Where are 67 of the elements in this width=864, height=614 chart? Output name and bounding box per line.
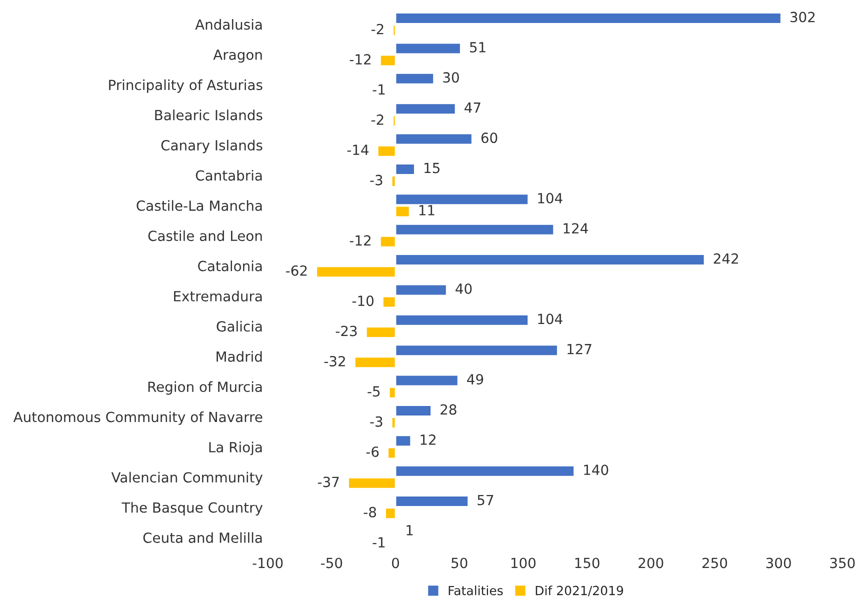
data-label: 49: [467, 374, 484, 385]
data-label: -8: [364, 506, 376, 518]
data-label: -10: [352, 296, 374, 306]
x-tick-label: 350: [830, 558, 855, 568]
x-tick-label: 300: [766, 558, 791, 568]
y-tick-label: Extremadura: [174, 290, 262, 302]
y-tick-label: Principality of Asturias: [109, 79, 262, 93]
legend-label: Dif 2021/2019: [536, 586, 624, 596]
data-label: -32: [324, 356, 345, 366]
data-label: -2: [371, 24, 384, 34]
x-tick-label: 150: [575, 558, 600, 568]
x-tick-label: 250: [702, 558, 728, 568]
y-tick-label: Balearic Islands: [155, 110, 262, 120]
x-tick-label: 100: [511, 558, 536, 568]
legend-label: Fatalities: [448, 586, 503, 596]
data-label: 12: [420, 434, 436, 445]
data-label: -12: [350, 235, 370, 246]
data-label: -37: [318, 476, 339, 488]
y-tick-label: Canary Islands: [161, 140, 262, 154]
data-label: -23: [336, 326, 357, 336]
data-label: -14: [347, 144, 369, 155]
y-tick-label: La Rioja: [209, 442, 262, 456]
x-tick-label: -50: [321, 558, 342, 568]
y-tick-label: Cantabria: [196, 170, 262, 181]
data-label: 140: [584, 464, 608, 476]
data-label: 60: [481, 132, 498, 144]
data-label: -5: [368, 386, 380, 397]
x-tick-label: -100: [252, 558, 283, 568]
data-label: -6: [366, 446, 379, 458]
data-label: 1: [406, 525, 413, 536]
data-label: 127: [568, 344, 592, 354]
data-label: 104: [538, 314, 562, 324]
data-label: 15: [424, 162, 440, 174]
x-tick-label: 50: [452, 558, 468, 568]
y-tick-label: Galicia: [216, 320, 262, 332]
y-tick-label: Madrid: [216, 351, 262, 362]
data-label: -3: [370, 174, 382, 186]
y-tick-label: Ceuta and Melilla: [143, 532, 262, 543]
data-label: -12: [350, 54, 370, 64]
data-label: -62: [286, 265, 307, 276]
data-label: 11: [419, 205, 434, 216]
y-tick-label: Castile and Leon: [148, 230, 262, 242]
data-label: -3: [370, 416, 382, 427]
data-label: 104: [538, 192, 562, 204]
data-label: 30: [443, 72, 459, 83]
x-tick-label: 200: [638, 558, 664, 568]
data-label: -1: [372, 84, 385, 95]
data-label: 51: [470, 42, 486, 52]
x-tick-label: 0: [392, 558, 400, 568]
data-label: 40: [456, 283, 472, 294]
y-tick-label: Region of Murcia: [148, 381, 262, 395]
y-tick-label: Aragon: [213, 50, 262, 63]
data-label: 57: [478, 494, 494, 506]
y-tick-label: Andalusia: [195, 19, 262, 30]
data-label: -1: [372, 537, 385, 548]
y-tick-label: Catalonia: [198, 260, 262, 272]
data-label: 47: [464, 102, 480, 113]
data-label: -2: [371, 114, 384, 125]
data-label: 302: [790, 12, 815, 22]
data-label: 124: [564, 223, 588, 234]
y-tick-label: The Basque Country: [122, 502, 263, 516]
y-tick-label: Castile-La Mancha: [136, 200, 262, 211]
y-tick-label: Valencian Community: [111, 472, 263, 486]
y-tick-label: Autonomous Community of Navarre: [13, 411, 262, 425]
data-label: 28: [440, 404, 456, 415]
data-label: 242: [714, 253, 738, 264]
bar: [394, 72, 435, 85]
